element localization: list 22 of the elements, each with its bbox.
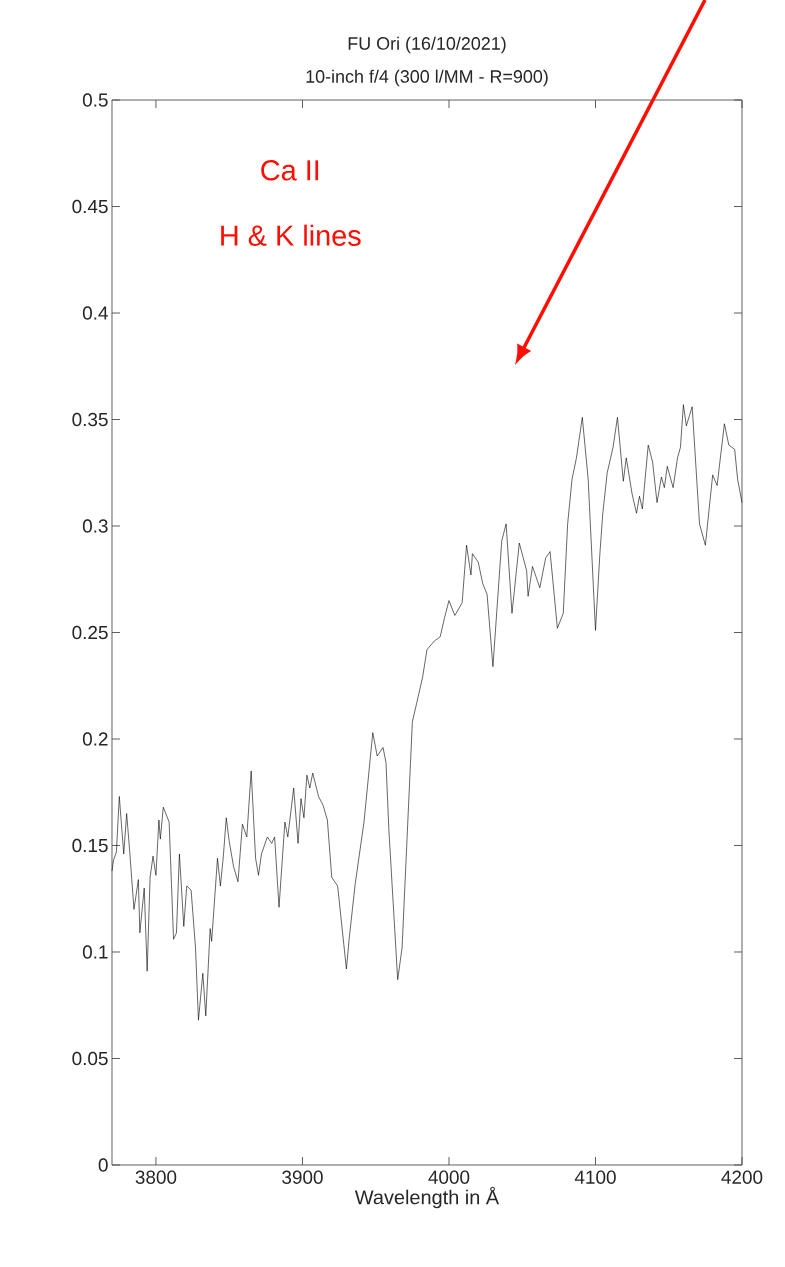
y-tick-label: 0.15 <box>72 838 108 853</box>
annotation: Ca II <box>261 160 319 181</box>
line-series <box>111 404 743 1021</box>
y-tick-label: 0 <box>98 1158 108 1172</box>
y-tick-label: 0.05 <box>72 1051 108 1066</box>
y-tick-label: 0.5 <box>82 93 108 107</box>
x-tick-label: 4000 <box>428 1170 470 1184</box>
x-tick-label: 3800 <box>135 1170 177 1184</box>
y-tick-label: 0.3 <box>82 519 108 533</box>
x-axis-title: Wavelength in Å <box>354 1186 500 1209</box>
annotation: H & K lines <box>221 224 361 246</box>
x-tick-label: 4200 <box>721 1170 763 1184</box>
x-tick-label: 3900 <box>282 1170 323 1184</box>
y-tick-label: 0.35 <box>72 412 108 427</box>
y-tick-label: 0.45 <box>72 199 108 214</box>
chart-title: FU Ori (16/10/2021) <box>348 36 506 54</box>
y-tick-label: 0.1 <box>82 945 108 959</box>
y-tick-label: 0.25 <box>72 625 108 640</box>
x-tick-label: 4100 <box>574 1170 616 1184</box>
y-tick-label: 0.4 <box>82 306 108 320</box>
chart-subtitle: 10-inch f/4 (300 l/MM - R=900) <box>306 69 548 87</box>
y-tick-label: 0.2 <box>82 732 108 746</box>
